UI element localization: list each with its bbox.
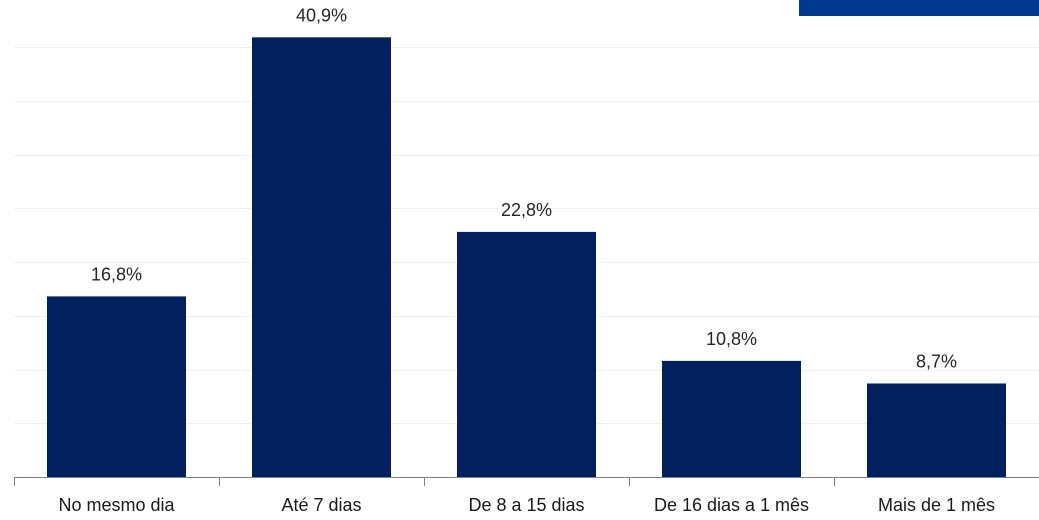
bar	[457, 231, 596, 477]
bar-value-label: 10,8%	[706, 329, 757, 349]
category-label: De 8 a 15 dias	[468, 495, 584, 515]
category-label: Mais de 1 mês	[878, 495, 995, 515]
category-label: No mesmo dia	[58, 495, 175, 515]
category-label: De 16 dias a 1 mês	[654, 495, 809, 515]
category-label: Até 7 dias	[281, 495, 361, 515]
category-labels: No mesmo dia Até 7 dias De 8 a 15 dias De 1…	[58, 495, 995, 515]
bar-value-label: 8,7%	[916, 351, 957, 371]
bar-value-label: 22,8%	[501, 200, 552, 220]
bar-value-label: 40,9%	[296, 5, 347, 25]
bar-value-label: 16,8%	[91, 264, 142, 284]
bar	[252, 37, 391, 477]
bars	[47, 37, 1006, 477]
x-axis-ticks	[14, 477, 835, 486]
bar	[867, 383, 1006, 477]
bar	[47, 296, 186, 477]
value-labels: 16,8% 40,9% 22,8% 10,8% 8,7%	[91, 5, 957, 371]
bar	[662, 360, 801, 477]
header-accent-block	[799, 0, 1039, 16]
